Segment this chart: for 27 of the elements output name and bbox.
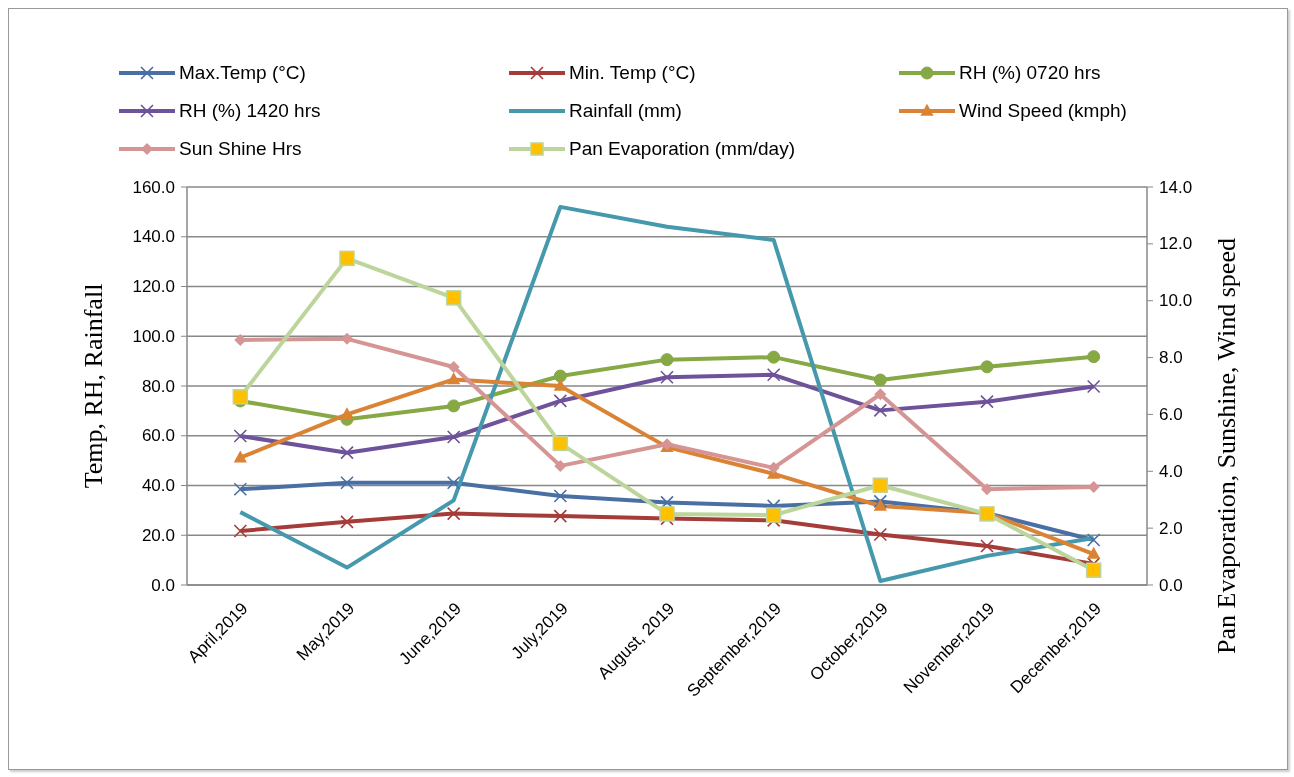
y2-tick-label: 10.0 <box>1159 291 1193 311</box>
y2-axis-title: Pan Evaporation, Sunshine, Wind speed <box>1212 238 1241 654</box>
y2-tick-label: 2.0 <box>1159 518 1183 538</box>
y2-tick-label: 0.0 <box>1159 575 1183 595</box>
y2-tick-label: 8.0 <box>1159 348 1183 368</box>
legend-label: RH (%) 0720 hrs <box>959 62 1101 84</box>
legend-label: Sun Shine Hrs <box>179 138 302 160</box>
legend-label: RH (%) 1420 hrs <box>179 100 321 122</box>
legend-label: Max.Temp (°C) <box>179 62 306 84</box>
y-tick-label: 40.0 <box>141 476 175 495</box>
y-tick-label: 160.0 <box>132 177 175 197</box>
y-tick-label: 20.0 <box>141 525 175 545</box>
y-tick-label: 60.0 <box>141 426 175 446</box>
y-tick-label: 100.0 <box>132 326 175 346</box>
y-axis-title: Temp, RH, Rainfall <box>79 283 108 489</box>
y2-tick-label: 6.0 <box>1159 404 1183 424</box>
y-tick-label: 140.0 <box>132 227 175 247</box>
legend-label: Rainfall (mm) <box>569 100 682 122</box>
legend-label: Min. Temp (°C) <box>569 62 696 84</box>
legend-label: Wind Speed (kmph) <box>959 100 1127 122</box>
y-tick-label: 0.0 <box>151 575 175 595</box>
y2-tick-label: 4.0 <box>1159 461 1183 481</box>
y-tick-label: 120.0 <box>132 277 175 296</box>
y2-tick-label: 12.0 <box>1159 234 1193 254</box>
legend-label: Pan Evaporation (mm/day) <box>569 138 795 160</box>
y2-tick-label: 14.0 <box>1159 177 1193 197</box>
y-tick-label: 80.0 <box>141 376 175 396</box>
